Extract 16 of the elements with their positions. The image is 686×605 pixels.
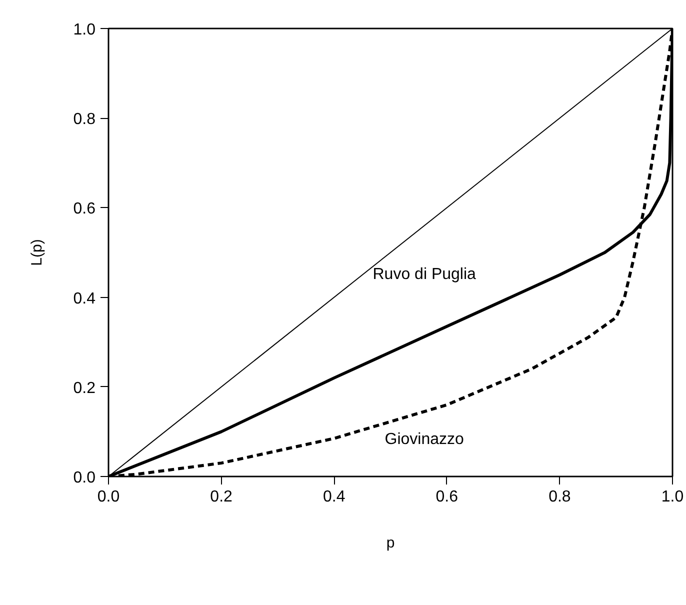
series-label: Giovinazzo (384, 431, 464, 448)
x-tick-label: 0.6 (436, 488, 458, 506)
y-tick-label: 0.8 (73, 111, 96, 128)
x-tick-label: 0.8 (548, 488, 571, 506)
x-tick-label: 1.0 (661, 488, 684, 506)
y-tick-label: 1.0 (73, 22, 96, 38)
x-tick-label: 0.2 (210, 488, 233, 506)
y-tick-label: 0.6 (73, 200, 96, 218)
x-tick-label: 0.4 (322, 488, 346, 506)
x-tick-label: 0.0 (97, 488, 120, 506)
x-axis-title: p (386, 534, 395, 552)
y-tick-label: 0.2 (73, 380, 96, 397)
y-tick-label: 0.0 (73, 470, 96, 486)
series-label: Ruvo di Puglia (372, 266, 476, 284)
y-tick-label: 0.4 (73, 290, 96, 308)
y-axis-title: L(p) (28, 239, 46, 266)
